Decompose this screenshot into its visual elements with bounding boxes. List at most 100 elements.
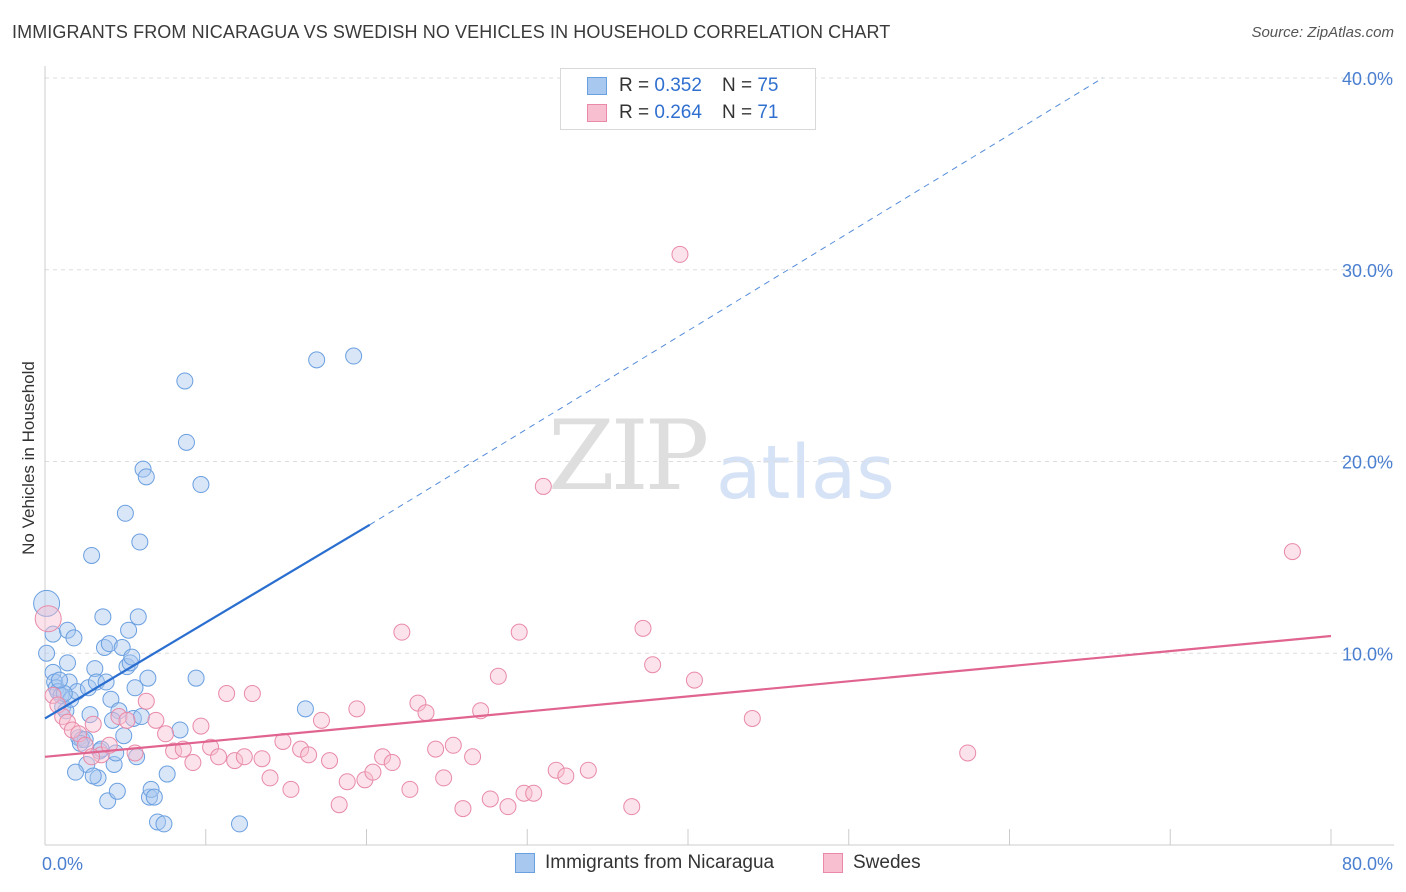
point-swedes <box>348 700 366 718</box>
point-swedes <box>464 748 482 766</box>
point-swedes <box>743 709 761 727</box>
point-swedes <box>525 784 543 802</box>
point-nicaragua <box>231 815 249 833</box>
point-nicaragua <box>94 608 112 626</box>
trendline-nicaragua <box>44 523 371 720</box>
point-swedes <box>218 685 236 703</box>
point-swedes <box>383 754 401 772</box>
point-swedes <box>192 717 210 735</box>
point-swedes <box>634 619 652 637</box>
legend-r-value: 0.264 <box>654 102 702 123</box>
point-swedes <box>137 692 155 710</box>
point-swedes <box>84 715 102 733</box>
legend-row-swedes: R = 0.264 N = 71 <box>587 100 778 126</box>
trendline-nicaragua-extension <box>369 77 1103 526</box>
grid-lines <box>45 77 1394 654</box>
point-swedes <box>444 736 462 754</box>
trend-lines <box>44 77 1332 758</box>
point-nicaragua <box>33 589 61 617</box>
y-tick-label: 10.0% <box>1342 644 1393 664</box>
point-nicaragua <box>158 765 176 783</box>
point-nicaragua <box>177 433 195 451</box>
point-nicaragua <box>116 504 134 522</box>
point-swedes <box>364 763 382 781</box>
series-swedes-points <box>34 245 1301 818</box>
point-swedes <box>235 748 253 766</box>
point-swedes <box>579 761 597 779</box>
point-nicaragua <box>102 690 120 708</box>
point-nicaragua <box>149 813 167 831</box>
point-nicaragua <box>192 476 210 494</box>
point-swedes <box>427 740 445 758</box>
point-nicaragua <box>83 546 101 564</box>
point-swedes <box>671 245 689 263</box>
point-nicaragua <box>100 635 118 653</box>
y-tick-label: 40.0% <box>1342 69 1393 89</box>
source-credit: Source: ZipAtlas.com <box>1251 24 1394 41</box>
point-swedes <box>454 800 472 818</box>
y-tick-label: 30.0% <box>1342 261 1393 281</box>
point-swedes <box>499 798 517 816</box>
legend-row-nicaragua: R = 0.352 N = 75 <box>587 73 778 99</box>
point-swedes <box>210 748 228 766</box>
x-tick-label: 0.0% <box>42 854 83 874</box>
point-nicaragua <box>296 700 314 718</box>
point-nicaragua <box>145 788 163 806</box>
trendline-swedes <box>44 634 1332 758</box>
point-swedes <box>489 667 507 685</box>
point-nicaragua <box>38 644 56 662</box>
point-swedes <box>393 623 411 641</box>
point-swedes <box>243 685 261 703</box>
legend-n-label: N = <box>721 75 753 96</box>
bottom-legend-label-swedes: Swedes <box>853 852 921 873</box>
legend-swatch-blue <box>587 77 607 95</box>
point-nicaragua <box>126 679 144 697</box>
legend-swatch-pink <box>587 104 607 122</box>
point-swedes <box>534 477 552 495</box>
y-tick-label: 20.0% <box>1342 453 1393 473</box>
point-nicaragua <box>132 708 150 726</box>
legend-r-value: 0.352 <box>654 75 702 96</box>
legend-n-value: 71 <box>757 102 779 123</box>
point-swedes <box>282 780 300 798</box>
bottom-legend-swatch-pink <box>823 853 843 873</box>
point-swedes <box>515 784 533 802</box>
point-swedes <box>401 780 419 798</box>
point-swedes <box>644 656 662 674</box>
y-axis-title: No Vehicles in Household <box>19 361 38 555</box>
point-nicaragua <box>84 767 102 785</box>
bottom-legend-label-nicaragua: Immigrants from Nicaragua <box>545 852 775 873</box>
point-nicaragua <box>67 763 85 781</box>
point-nicaragua <box>176 372 194 390</box>
point-nicaragua <box>120 621 138 639</box>
point-swedes <box>147 711 165 729</box>
point-swedes <box>1283 543 1301 561</box>
point-swedes <box>547 761 565 779</box>
point-swedes <box>417 704 435 722</box>
point-nicaragua <box>86 660 104 678</box>
point-swedes <box>330 796 348 814</box>
point-swedes <box>481 790 499 808</box>
point-nicaragua <box>59 654 77 672</box>
point-nicaragua <box>81 706 99 724</box>
bottom-legend-swedes: Swedes <box>823 852 921 874</box>
legend-n-value: 75 <box>757 75 779 96</box>
legend-r-label: R = <box>619 75 650 96</box>
axes <box>44 66 1394 846</box>
correlation-legend: R = 0.352 N = 75 R = 0.264 N = 71 <box>560 68 816 130</box>
point-swedes <box>435 769 453 787</box>
point-nicaragua <box>171 721 189 739</box>
bottom-legend-swatch-blue <box>515 853 535 873</box>
point-swedes <box>118 711 136 729</box>
point-nicaragua <box>131 533 149 551</box>
point-swedes <box>261 769 279 787</box>
point-swedes <box>312 711 330 729</box>
point-nicaragua <box>308 351 326 369</box>
point-swedes <box>510 623 528 641</box>
point-nicaragua <box>115 727 133 745</box>
point-swedes <box>959 744 977 762</box>
point-nicaragua <box>155 815 173 833</box>
point-swedes <box>557 767 575 785</box>
watermark-zip: ZIP <box>548 400 709 512</box>
point-nicaragua <box>50 671 68 689</box>
